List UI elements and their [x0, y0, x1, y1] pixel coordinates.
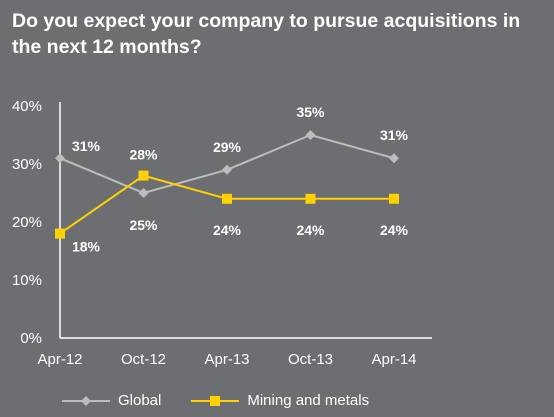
data-label: 31% — [380, 127, 409, 143]
y-tick-label: 10% — [12, 272, 42, 289]
data-point-global — [222, 164, 232, 175]
legend-swatch-mining — [191, 395, 240, 406]
x-tick-label: Apr-12 — [37, 351, 82, 368]
data-label: 18% — [72, 239, 101, 255]
data-label: 31% — [72, 138, 101, 154]
line-chart: 0% 10% 20% 30% 40% Apr-12 Oct-12 Apr-13 Oct-13 Ap… — [12, 98, 432, 368]
data-label: 28% — [129, 147, 158, 163]
data-point-mining — [389, 193, 399, 204]
data-label: 25% — [129, 217, 158, 233]
data-label: 24% — [380, 222, 409, 238]
chart-axes: 0% 10% 20% 30% 40% Apr-12 Oct-12 Apr-13 Oct-13 Ap… — [12, 98, 432, 368]
chart-legend: Global Mining and metals — [62, 392, 399, 409]
legend-swatch-global — [62, 395, 110, 406]
legend-item-global: Global — [62, 392, 161, 409]
y-tick-label: 40% — [12, 98, 42, 115]
data-point-global — [55, 153, 65, 164]
data-point-mining — [222, 193, 232, 204]
legend-label-global: Global — [118, 392, 162, 409]
data-label: 24% — [213, 222, 242, 238]
x-tick-label: Oct-13 — [288, 351, 333, 368]
y-tick-label: 20% — [12, 214, 42, 231]
data-point-global — [138, 188, 149, 198]
chart-title: Do you expect your company to pursue acq… — [12, 10, 521, 58]
x-tick-label: Apr-14 — [371, 351, 416, 368]
y-tick-label: 30% — [12, 156, 42, 173]
data-point-global — [305, 130, 316, 140]
chart-points — [55, 130, 399, 239]
data-point-global — [389, 153, 399, 164]
legend-item-mining: Mining and metals — [191, 392, 369, 409]
data-point-mining — [305, 193, 316, 204]
data-label: 35% — [296, 104, 325, 120]
data-label: 24% — [296, 222, 325, 238]
x-tick-label: Apr-13 — [204, 351, 249, 368]
data-point-mining — [55, 228, 65, 239]
data-point-mining — [138, 170, 149, 181]
x-tick-label: Oct-12 — [121, 351, 166, 368]
chart-data-labels: 31% 25% 29% 35% 31% 18% 28% 24% 24% 24% — [72, 104, 409, 255]
y-tick-label: 0% — [20, 330, 42, 347]
legend-label-mining: Mining and metals — [247, 392, 370, 409]
data-label: 29% — [213, 139, 242, 155]
